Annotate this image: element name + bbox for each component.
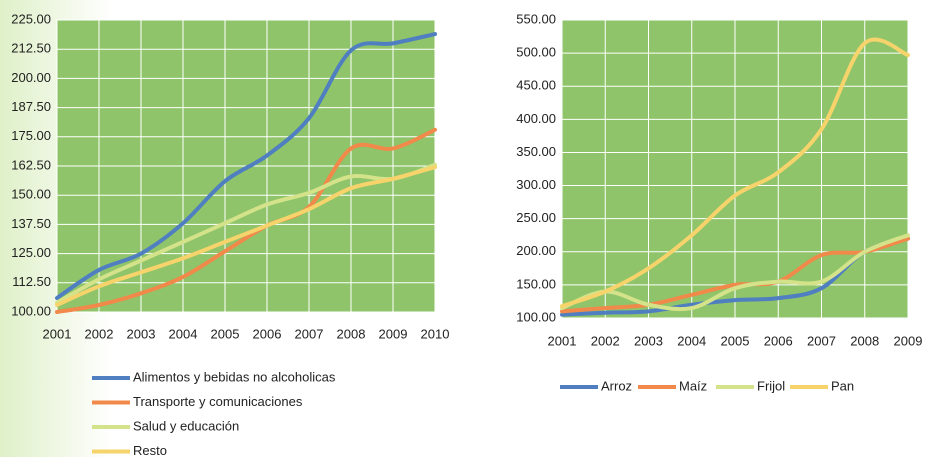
y-tick-label: 150.00	[516, 276, 556, 291]
legend-label: Arroz	[601, 378, 632, 393]
series-line	[55, 165, 437, 307]
x-tick-label: 2006	[253, 326, 282, 341]
x-tick-label: 2008	[850, 333, 879, 348]
y-tick-label: 500.00	[516, 45, 556, 60]
legend-label: Pan	[831, 378, 854, 393]
x-tick-label: 2010	[421, 326, 450, 341]
x-tick-label: 2004	[677, 333, 706, 348]
series-line	[55, 127, 437, 314]
x-tick-label: 2008	[337, 326, 366, 341]
y-tick-label: 300.00	[516, 177, 556, 192]
x-tick-label: 2007	[807, 333, 836, 348]
y-tick-label: 225.00	[11, 11, 51, 26]
y-tick-label: 125.00	[11, 245, 51, 260]
x-tick-label: 2004	[169, 326, 198, 341]
y-tick-label: 250.00	[516, 210, 556, 225]
series-line	[55, 162, 437, 305]
y-tick-label: 137.50	[11, 216, 51, 231]
y-tick-label: 162.50	[11, 157, 51, 172]
x-tick-label: 2002	[591, 333, 620, 348]
legend-label: Salud y educación	[133, 418, 239, 433]
x-tick-label: 2009	[894, 333, 923, 348]
series-line	[55, 32, 437, 300]
series-line	[560, 37, 910, 309]
legend-label: Frijol	[757, 378, 785, 393]
y-tick-label: 187.50	[11, 99, 51, 114]
series-line	[560, 233, 910, 312]
y-tick-label: 200.00	[11, 70, 51, 85]
x-tick-label: 2003	[127, 326, 156, 341]
y-tick-label: 212.50	[11, 41, 51, 56]
x-tick-label: 2003	[634, 333, 663, 348]
y-tick-label: 550.00	[516, 11, 556, 26]
y-tick-label: 175.00	[11, 128, 51, 143]
series-line	[560, 236, 910, 314]
y-tick-label: 400.00	[516, 111, 556, 126]
y-tick-label: 200.00	[516, 243, 556, 258]
x-tick-label: 2007	[295, 326, 324, 341]
y-tick-label: 450.00	[516, 78, 556, 93]
legend-label: Transporte y comunicaciones	[133, 394, 303, 409]
y-tick-label: 100.00	[11, 303, 51, 318]
y-tick-label: 150.00	[11, 187, 51, 202]
x-tick-label: 2005	[211, 326, 240, 341]
x-tick-label: 2005	[721, 333, 750, 348]
y-tick-label: 112.50	[12, 274, 51, 289]
x-tick-label: 2001	[43, 326, 72, 341]
legend-label: Resto	[133, 443, 167, 457]
y-tick-label: 350.00	[516, 144, 556, 159]
x-tick-label: 2006	[764, 333, 793, 348]
x-tick-label: 2009	[379, 326, 408, 341]
legend-label: Maíz	[679, 378, 707, 393]
x-tick-label: 2001	[548, 333, 577, 348]
x-tick-label: 2002	[85, 326, 114, 341]
legend-label: Alimentos y bebidas no alcoholicas	[133, 369, 336, 384]
y-tick-label: 100.00	[516, 309, 556, 324]
